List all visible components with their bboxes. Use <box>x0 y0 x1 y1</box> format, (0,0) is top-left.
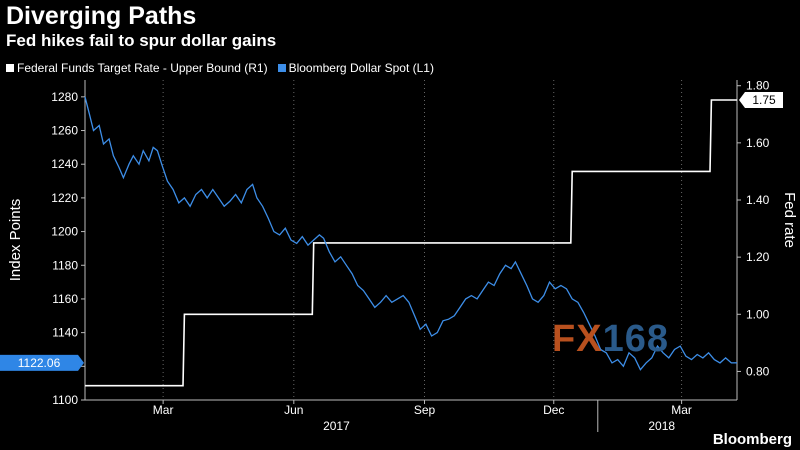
y-left-tick-label: 1260 <box>51 124 78 138</box>
watermark-logo: FX168 <box>552 318 669 361</box>
y-left-tick-label: 1180 <box>52 258 78 272</box>
year-label: 2018 <box>648 419 675 433</box>
brand-label: Bloomberg <box>712 431 792 448</box>
x-tick-label: Dec <box>543 403 564 417</box>
fed-last-value-label: 1.75 <box>752 93 776 107</box>
y-left-tick-label: 1220 <box>51 191 78 205</box>
dollar-last-value-pointer <box>78 354 84 371</box>
dollar-last-value-label: 1122.06 <box>18 356 61 370</box>
series-line-dollar-spot <box>84 96 738 371</box>
y-right-axis-title: Fed rate <box>781 192 798 248</box>
year-label: 2017 <box>323 419 350 433</box>
legend-item-fed-rate: Federal Funds Target Rate - Upper Bound … <box>6 61 268 75</box>
legend-label-dollar-spot: Bloomberg Dollar Spot (L1) <box>288 61 434 75</box>
x-tick-label: Jun <box>284 403 303 417</box>
legend-label-fed-rate: Federal Funds Target Rate - Upper Bound … <box>17 61 268 75</box>
x-tick-label: Mar <box>671 403 692 417</box>
y-right-tick-label: 1.60 <box>746 136 770 150</box>
y-left-axis-title: Index Points <box>7 199 24 282</box>
chart-title: Diverging Paths <box>6 2 197 30</box>
y-left-tick-label: 1140 <box>52 326 78 340</box>
legend: Federal Funds Target Rate - Upper Bound … <box>6 61 434 75</box>
legend-swatch-dollar-spot <box>277 64 286 72</box>
y-right-tick-label: 1.00 <box>746 307 770 321</box>
y-right-tick-label: 0.80 <box>746 364 770 378</box>
x-tick-label: Sep <box>414 403 436 417</box>
fed-last-value-badge <box>739 92 783 108</box>
watermark-part1: FX <box>552 318 603 360</box>
legend-item-dollar-spot: Bloomberg Dollar Spot (L1) <box>277 61 434 75</box>
watermark-part2: 168 <box>602 318 669 360</box>
chart-subtitle: Fed hikes fail to spur dollar gains <box>6 31 277 50</box>
y-right-tick-label: 1.20 <box>746 250 770 264</box>
y-left-tick-label: 1100 <box>52 393 78 407</box>
dollar-last-value-badge <box>0 354 78 371</box>
y-left-tick-label: 1280 <box>51 90 78 104</box>
y-left-tick-label: 1240 <box>51 157 78 171</box>
x-tick-label: Mar <box>153 403 174 417</box>
y-right-tick-label: 1.40 <box>746 193 770 207</box>
series-line-fed-rate <box>85 99 737 387</box>
y-left-tick-label: 1200 <box>51 225 78 239</box>
y-right-tick-label: 1.80 <box>746 79 770 93</box>
y-left-tick-label: 1160 <box>52 292 78 306</box>
legend-swatch-fed-rate <box>6 64 14 72</box>
